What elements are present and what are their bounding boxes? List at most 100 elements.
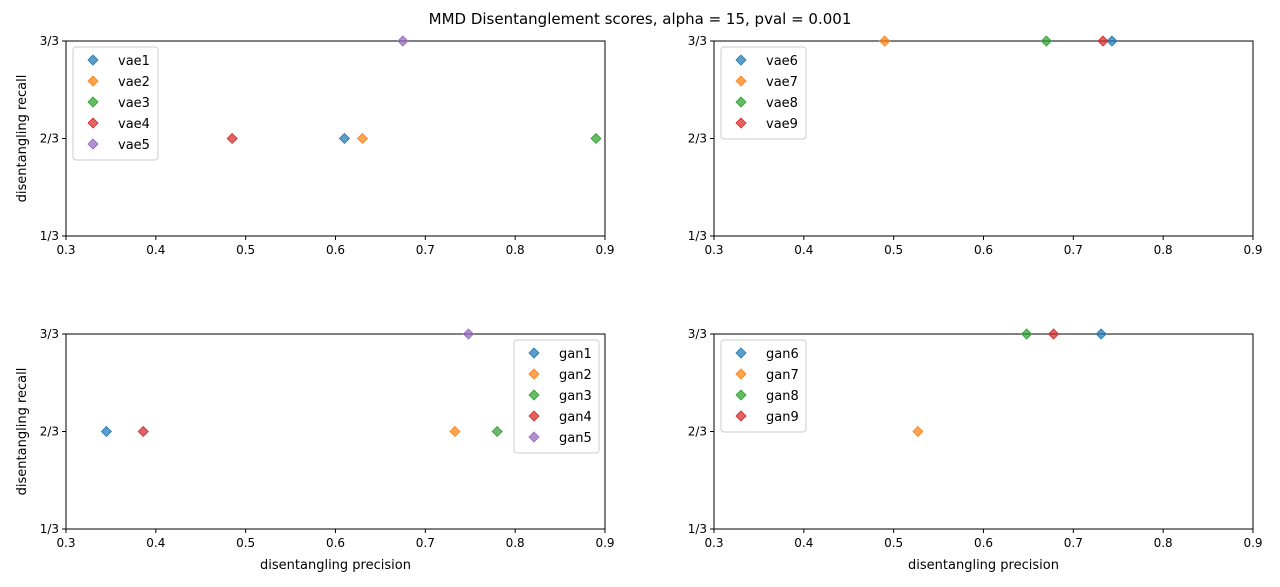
x-tick-label: 0.6 (326, 243, 345, 257)
x-tick-label: 0.9 (595, 243, 614, 257)
y-tick-label: 2/3 (688, 424, 707, 438)
data-point-gan6 (1095, 328, 1107, 340)
legend: gan1 gan2 gan3 gan4 gan5 (513, 339, 600, 454)
legend-entry: gan2 (559, 368, 592, 383)
y-tick-label: 3/3 (688, 34, 707, 48)
data-point-gan3 (491, 425, 503, 438)
legend-marker (528, 410, 540, 422)
x-tick-label: 0.3 (56, 243, 75, 257)
x-tick-label: 0.9 (1243, 536, 1262, 550)
x-tick-label: 0.5 (884, 243, 903, 257)
x-tick-label: 0.8 (1154, 243, 1173, 257)
legend-entry: vae2 (118, 75, 150, 90)
legend-entry: vae8 (766, 96, 798, 111)
legend-entry: vae6 (766, 54, 798, 69)
y-tick-label: 2/3 (688, 131, 707, 145)
data-point-vae2 (356, 132, 369, 145)
x-tick-label: 0.4 (794, 243, 813, 257)
data-point-gan7 (912, 425, 924, 438)
x-tick-label: 0.7 (416, 243, 435, 257)
legend-marker (735, 117, 747, 129)
legend-entry: gan8 (766, 389, 799, 404)
legend-frame (720, 46, 807, 140)
x-tick-label: 0.8 (506, 536, 525, 550)
legend-entry: vae9 (766, 117, 798, 132)
x-tick-label: 0.7 (416, 536, 435, 550)
legend-entry: gan1 (559, 347, 592, 362)
y-tick-label: 3/3 (40, 327, 59, 341)
legend-entry: vae1 (118, 54, 150, 69)
y-axis-label: disentangling recall (15, 368, 30, 496)
subplot-1: 0.3 0.4 0.5 0.6 0.7 0.8 0.9 1/3 2/3 3/3 disentangl… (15, 34, 615, 257)
legend-entry: gan3 (559, 389, 592, 404)
legend-marker (528, 347, 540, 359)
legend-marker (528, 368, 540, 380)
y-axis-label: disentangling recall (15, 75, 30, 203)
figure-title: MMD Disentanglement scores, alpha = 15, … (429, 10, 852, 28)
legend-marker (735, 96, 747, 108)
x-tick-label: 0.3 (56, 536, 75, 550)
legend-marker (735, 410, 747, 422)
x-tick-label: 0.8 (1154, 536, 1173, 550)
y-tick-label: 3/3 (688, 327, 707, 341)
y-tick-label: 1/3 (688, 229, 707, 243)
data-point-vae3 (590, 132, 602, 145)
x-tick-label: 0.3 (704, 536, 723, 550)
x-tick-label: 0.9 (595, 536, 614, 550)
data-point-gan2 (449, 425, 461, 438)
data-point-gan4 (137, 425, 149, 438)
subplot-4: 0.3 0.4 0.5 0.6 0.7 0.8 0.9 1/3 2/3 3/3 disentangl… (688, 327, 1263, 573)
legend-marker (735, 389, 747, 401)
subplot-3: 0.3 0.4 0.5 0.6 0.7 0.8 0.9 1/3 2/3 3/3 disentangl… (15, 327, 615, 573)
data-point-gan8 (1021, 328, 1033, 340)
legend-marker (735, 75, 747, 87)
legend-frame (720, 339, 807, 433)
legend-marker (528, 431, 540, 443)
x-tick-label: 0.5 (236, 243, 255, 257)
x-tick-label: 0.5 (884, 536, 903, 550)
y-tick-label: 1/3 (688, 522, 707, 536)
legend-entry: vae3 (118, 96, 150, 111)
legend-marker (87, 54, 99, 66)
data-point-vae5 (397, 35, 409, 47)
legend-entry: gan4 (559, 410, 592, 425)
legend: gan6 gan7 gan8 gan9 (720, 339, 807, 433)
x-tick-label: 0.6 (974, 243, 993, 257)
data-point-gan5 (462, 328, 475, 340)
x-tick-label: 0.4 (146, 536, 165, 550)
legend-marker (87, 96, 99, 108)
legend-frame (72, 46, 159, 161)
x-tick-label: 0.6 (974, 536, 993, 550)
data-point-vae9 (1097, 35, 1109, 47)
x-tick-label: 0.5 (236, 536, 255, 550)
legend: vae1 vae2 vae3 vae4 vae5 (72, 46, 159, 161)
x-axis-label: disentangling precision (260, 558, 411, 573)
x-tick-label: 0.8 (506, 243, 525, 257)
data-point-vae8 (1040, 35, 1052, 47)
x-tick-label: 0.7 (1064, 243, 1083, 257)
data-point-vae6 (1106, 35, 1118, 47)
legend-frame (513, 339, 600, 454)
legend: vae6 vae7 vae8 vae9 (720, 46, 807, 140)
legend-entry: vae4 (118, 117, 150, 132)
y-tick-label: 2/3 (40, 131, 59, 145)
x-tick-label: 0.7 (1064, 536, 1083, 550)
y-tick-label: 2/3 (40, 424, 59, 438)
legend-marker (87, 117, 99, 129)
x-tick-label: 0.3 (704, 243, 723, 257)
data-point-vae1 (338, 132, 351, 145)
legend-entry: gan7 (766, 368, 799, 383)
legend-entry: gan5 (559, 431, 592, 446)
y-tick-label: 1/3 (40, 522, 59, 536)
x-tick-label: 0.9 (1243, 243, 1262, 257)
x-tick-label: 0.4 (146, 243, 165, 257)
legend-entry: vae5 (118, 138, 150, 153)
legend-marker (87, 75, 99, 87)
legend-marker (735, 54, 747, 66)
y-tick-label: 3/3 (40, 34, 59, 48)
legend-marker (87, 138, 99, 150)
data-point-gan1 (100, 425, 112, 438)
x-tick-label: 0.6 (326, 536, 345, 550)
data-point-vae4 (226, 132, 238, 145)
